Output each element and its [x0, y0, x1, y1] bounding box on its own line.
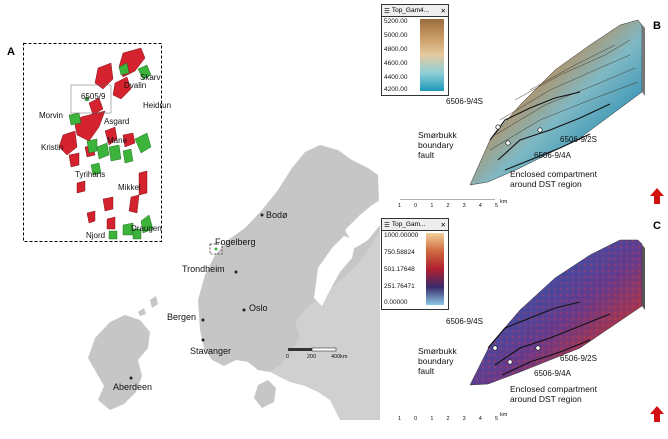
city-label: Aberdeen	[113, 382, 153, 392]
field-label: Skarv	[140, 73, 161, 82]
field-label: Morvin	[39, 111, 64, 120]
scandinavia-landmass	[198, 145, 380, 372]
fault-label: Smørbukk boundary fault	[418, 130, 457, 160]
inset-map	[23, 43, 162, 242]
legend-colorbar	[426, 233, 444, 305]
field-label: Asgard	[104, 117, 130, 126]
field-label: Mikkel	[118, 183, 141, 192]
area-label-fogelberg: Fogelberg	[215, 237, 256, 247]
field-label: Heidrun	[143, 101, 172, 110]
field-label: Mane	[107, 136, 128, 145]
legend-tick: 4400.00	[384, 74, 408, 81]
scale-unit: km	[500, 412, 508, 418]
baltic-sea	[314, 236, 356, 306]
scotland	[88, 315, 150, 410]
legend-box-b: ☰ Top_Gam4... ✕ 5200.00 5000.00 4800.00 …	[381, 4, 449, 96]
islands	[138, 296, 158, 316]
legend-tick: 1000.00000	[384, 232, 419, 239]
legend-box-c: ☰ Top_Gam... ✕ 1000.00000 750.58824 501.…	[381, 218, 449, 310]
city-label: Bodø	[266, 210, 288, 220]
close-icon[interactable]: ✕	[440, 221, 446, 229]
scale-tick: 200	[307, 354, 317, 360]
city-label: Oslo	[249, 303, 268, 313]
north-arrow-icon	[650, 188, 664, 204]
well-label: 6506-9/4S	[446, 97, 483, 106]
legend-tick: 4800.00	[384, 46, 408, 53]
legend-colorbar	[420, 19, 444, 91]
well-label: 6506-9/2S	[560, 135, 597, 144]
well-label: 6506-9/4A	[534, 151, 571, 160]
scale-tick: 400km	[331, 354, 348, 360]
legend-tick: 501.17648	[384, 266, 415, 273]
panel-label-c: C	[653, 220, 661, 232]
well-label: 6506-9/4S	[446, 317, 483, 326]
city-label: Trondheim	[182, 264, 225, 274]
field-label: Njord	[86, 231, 106, 240]
legend-tick: 0.00000	[384, 299, 408, 306]
field-label: Kristin	[41, 143, 64, 152]
field-label: Draugen	[131, 224, 162, 233]
legend-header: ☰ Top_Gam... ✕	[382, 219, 448, 231]
close-icon[interactable]: ✕	[440, 7, 446, 15]
legend-tick: 750.58824	[384, 249, 415, 256]
city-label: Bergen	[167, 312, 197, 322]
layer-icon: ☰	[384, 221, 390, 229]
field-label: 6505/9	[81, 92, 106, 101]
gulf-bothnia	[345, 200, 380, 248]
map-scale-bar	[288, 347, 337, 352]
legend-tick: 4200.00	[384, 86, 408, 93]
compartment-label: Enclosed compartment around DST region	[510, 384, 597, 404]
denmark	[254, 380, 276, 408]
well-label: 6506-9/2S	[560, 354, 597, 363]
well-label: 6506-9/4A	[534, 369, 571, 378]
legend-title: Top_Gam4...	[391, 7, 430, 14]
field-label: Tyrihans	[75, 170, 106, 179]
scale-tick: 0	[286, 354, 290, 360]
fogelberg-box	[209, 243, 223, 255]
norway-map	[88, 145, 380, 420]
panel-label-a: A	[7, 46, 15, 58]
compartment-label: Enclosed compartment around DST region	[510, 169, 597, 189]
scale-unit: km	[500, 199, 508, 205]
legend-header: ☰ Top_Gam4... ✕	[382, 5, 448, 17]
panel-label-b: B	[653, 20, 661, 32]
legend-title: Top_Gam...	[391, 221, 426, 228]
sweden-region	[270, 230, 380, 420]
panel-b-surface	[400, 19, 645, 200]
legend-tick: 5000.00	[384, 32, 408, 39]
fault-label: Smørbukk boundary fault	[418, 346, 457, 376]
legend-tick: 5200.00	[384, 18, 408, 25]
layer-icon: ☰	[384, 7, 390, 15]
field-label: Dvalin	[124, 81, 147, 90]
city-label: Stavanger	[190, 346, 232, 356]
north-arrow-icon	[650, 406, 664, 422]
panel-c-surface	[469, 239, 645, 386]
legend-tick: 4600.00	[384, 60, 408, 67]
legend-tick: 251.76471	[384, 283, 415, 290]
